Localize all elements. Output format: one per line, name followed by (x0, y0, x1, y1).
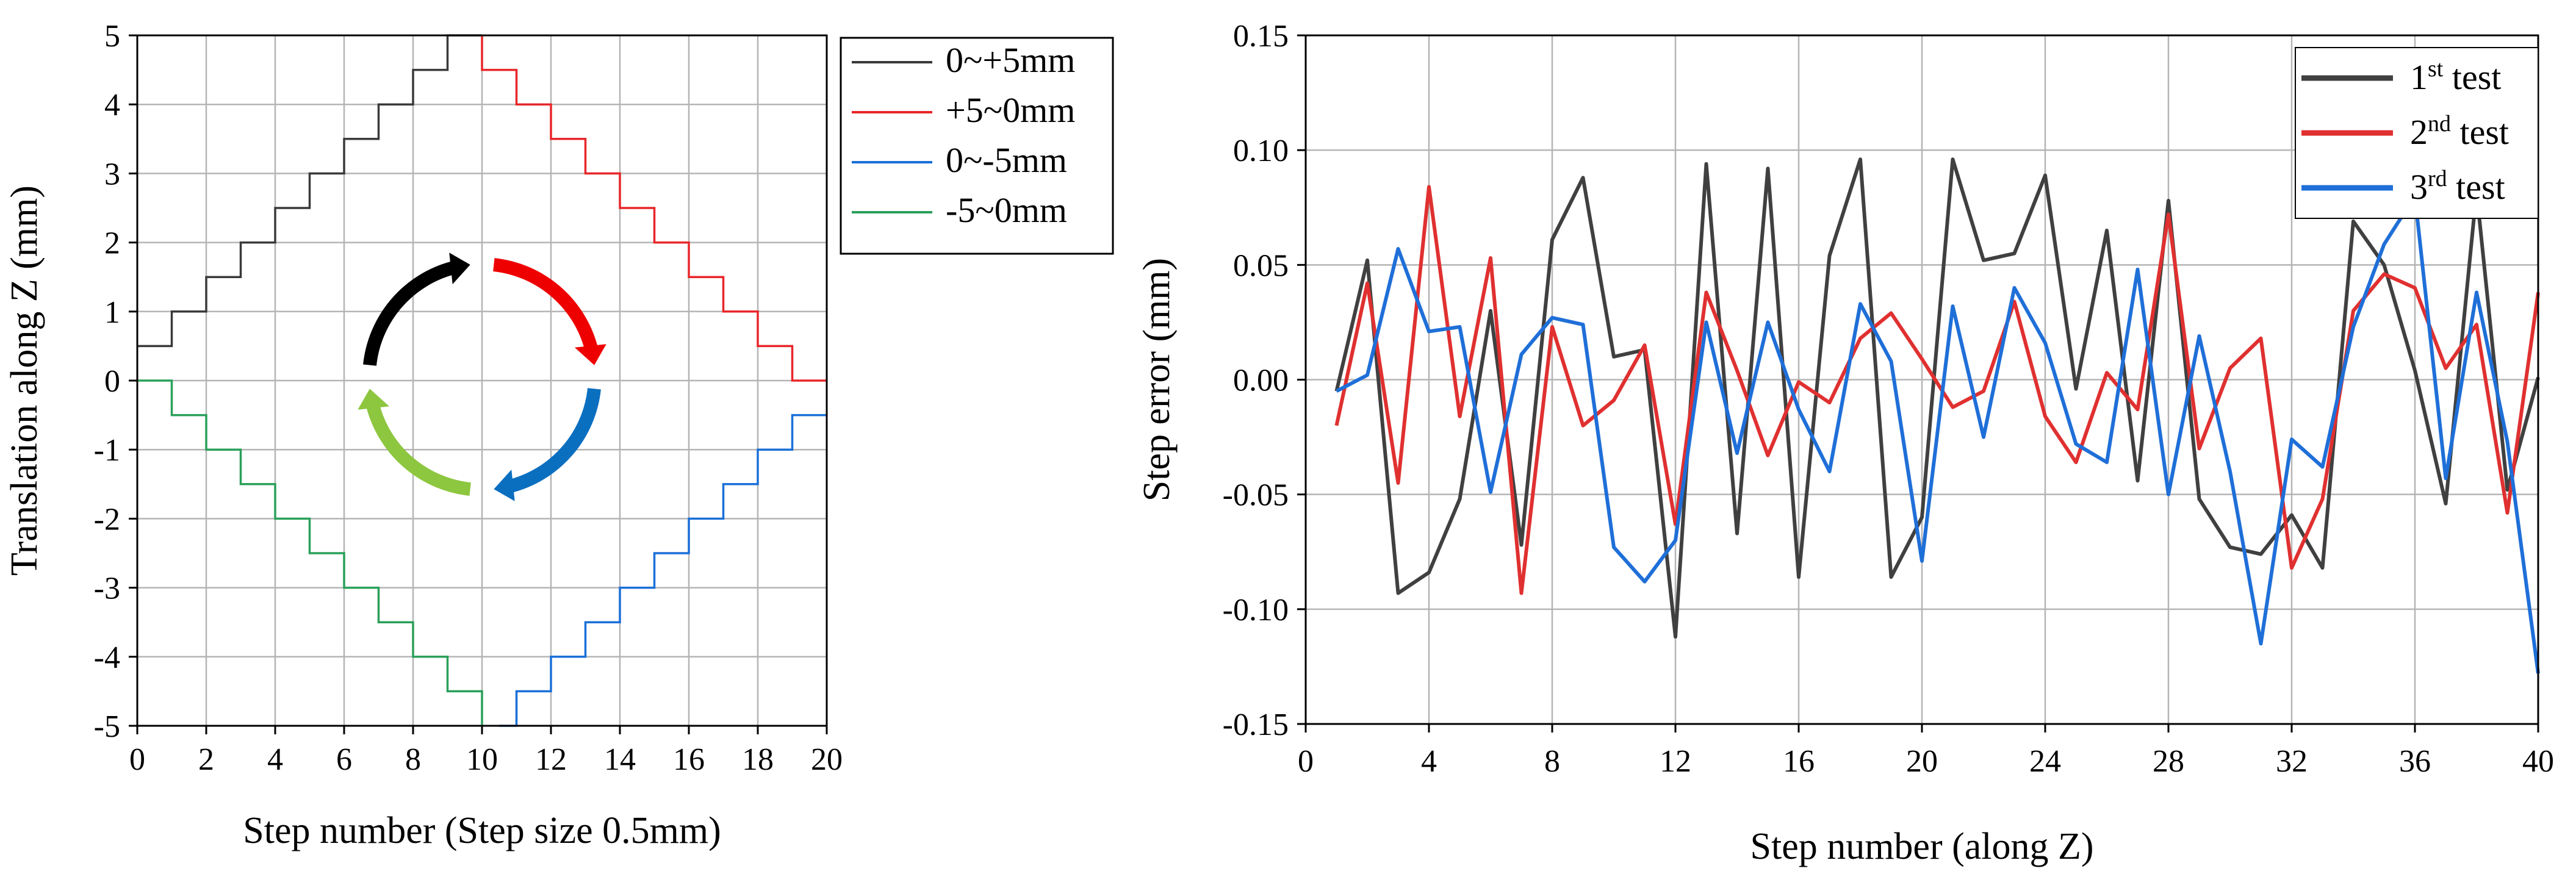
left-y-tick-label: -3 (94, 571, 120, 606)
left-x-tick-label: 14 (604, 742, 636, 777)
right-x-tick-label: 40 (2522, 744, 2554, 779)
right-x-tick-label: 28 (2153, 744, 2184, 779)
left-y-tick-label: -4 (94, 640, 120, 675)
right-x-tick-label: 32 (2276, 744, 2308, 779)
cycle-arrow-head (358, 389, 390, 410)
left-legend-label: 0~-5mm (946, 140, 1067, 180)
right-x-tick-label: 8 (1544, 744, 1560, 779)
left-x-tick-label: 2 (198, 742, 214, 777)
left-x-tick-label: 8 (405, 742, 421, 777)
right-tick-labels: 0 4 8 12 16 20 24 28 32 36 40 -0.15 -0.10 -0.05 0.00 0.… (1223, 19, 2554, 779)
right-y-tick-label: -0.15 (1223, 707, 1289, 742)
right-series-line (1334, 185, 2540, 595)
cycle-arrow-head (449, 253, 470, 285)
left-y-tick-label: 0 (104, 364, 120, 399)
left-x-tick-label: 12 (535, 742, 567, 777)
left-x-tick-label: 0 (129, 742, 145, 777)
left-legend: 0~+5mm +5~0mm 0~-5mm -5~0mm (840, 37, 1114, 255)
right-y-tick-label: 0.15 (1233, 19, 1289, 54)
left-y-tick-label: -1 (94, 433, 120, 468)
left-y-axis-label: Translation along Z (mm) (4, 185, 45, 576)
right-x-axis-label: Step number (along Z) (1750, 826, 2093, 867)
left-legend-label: 0~+5mm (946, 40, 1075, 80)
left-series-line (481, 35, 827, 382)
left-series-line (137, 34, 482, 348)
cycle-arrow-arc (366, 404, 471, 496)
right-x-tick-label: 12 (1660, 744, 1691, 779)
right-x-tick-label: 24 (2029, 744, 2061, 779)
left-y-tick-label: 2 (104, 226, 120, 261)
right-legend-label: 3rd test (2410, 166, 2505, 207)
left-x-tick-label: 4 (267, 742, 283, 777)
right-y-tick-label: -0.10 (1223, 593, 1289, 628)
left-x-tick-label: 18 (742, 742, 774, 777)
cycle-arrows (358, 253, 606, 501)
right-x-tick-label: 4 (1421, 744, 1437, 779)
right-y-tick-label: 0.10 (1233, 134, 1289, 168)
cycle-arrow-head (574, 344, 606, 365)
cycle-arrow-arc (509, 388, 601, 493)
cycle-arrow-arc (493, 258, 598, 350)
left-x-tick-label: 6 (336, 742, 352, 777)
left-series-group (137, 34, 827, 727)
right-legend: 1st test 2nd test 3rd test (2295, 47, 2539, 219)
left-y-tick-label: 3 (104, 157, 120, 192)
left-y-tick-label: -2 (94, 502, 120, 537)
right-x-tick-label: 16 (1783, 744, 1815, 779)
left-y-tick-label: -5 (94, 709, 120, 744)
right-x-tick-label: 36 (2399, 744, 2431, 779)
right-legend-label: 2nd test (2410, 111, 2509, 152)
right-series-line (1334, 157, 2540, 639)
right-series-group (1334, 157, 2540, 674)
left-legend-box (840, 37, 1114, 255)
right-chart: 0 4 8 12 16 20 24 28 32 36 40 -0.15 -0.10 -0.05 0.00 0.… (1136, 19, 2554, 867)
left-legend-label: -5~0mm (946, 190, 1067, 230)
left-y-tick-label: 5 (104, 19, 120, 54)
right-legend-label: 1st test (2410, 56, 2501, 97)
left-x-tick-label: 16 (673, 742, 705, 777)
left-x-tick-label: 10 (466, 742, 498, 777)
left-legend-label: +5~0mm (946, 90, 1075, 130)
left-y-tick-label: 1 (104, 295, 120, 330)
right-series-line (1336, 194, 2540, 674)
right-x-tick-label: 0 (1298, 744, 1314, 779)
right-y-tick-label: -0.05 (1223, 478, 1289, 513)
left-series-line (137, 379, 483, 726)
left-grid (136, 34, 828, 727)
left-y-tick-label: 4 (104, 88, 120, 123)
cycle-arrow-head (494, 469, 515, 501)
left-x-axis-label: Step number (Step size 0.5mm) (243, 810, 721, 851)
cycle-arrow-arc (363, 261, 455, 366)
left-x-tick-label: 20 (811, 742, 843, 777)
left-series-line (499, 414, 827, 727)
right-x-tick-label: 20 (1906, 744, 1938, 779)
right-y-tick-label: 0.00 (1233, 364, 1289, 398)
right-y-axis-label: Step error (mm) (1136, 258, 1178, 501)
right-y-tick-label: 0.05 (1233, 248, 1289, 283)
